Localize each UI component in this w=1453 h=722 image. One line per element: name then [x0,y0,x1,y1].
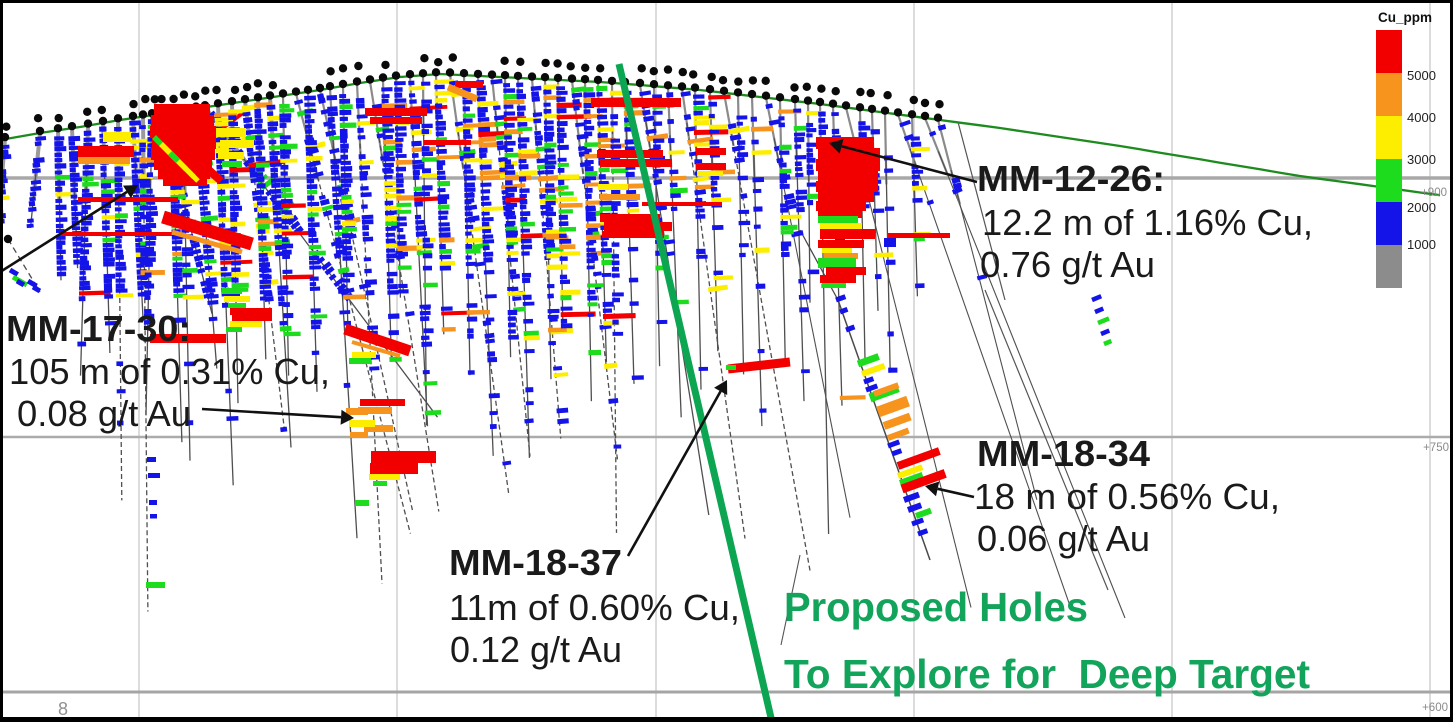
svg-text:Proposed Holes: Proposed Holes [784,584,1088,630]
svg-text:1000: 1000 [1407,237,1436,252]
svg-text:3000: 3000 [1407,152,1436,167]
svg-text:To Explore for Deep Target: To Explore for Deep Target [784,651,1310,697]
svg-text:12.2 m of 1.16% Cu,: 12.2 m of 1.16% Cu, [982,202,1313,243]
svg-text:0.76 g/t Au: 0.76 g/t Au [980,244,1155,285]
svg-text:MM-18-37: MM-18-37 [449,542,622,583]
svg-text:0.08 g/t Au: 0.08 g/t Au [17,393,191,434]
svg-text:MM-18-34: MM-18-34 [977,433,1150,474]
svg-text:4000: 4000 [1407,110,1436,125]
svg-text:+600: +600 [1422,702,1448,714]
svg-text:8: 8 [58,699,68,719]
svg-text:+900: +900 [1421,187,1447,199]
svg-text:0.12 g/t Au: 0.12 g/t Au [450,629,622,670]
svg-text:2000: 2000 [1407,200,1436,215]
svg-text:MM-17-30:: MM-17-30: [6,308,191,349]
svg-text:11m of 0.60% Cu,: 11m of 0.60% Cu, [449,587,740,628]
svg-text:Cu_ppm: Cu_ppm [1378,10,1432,25]
svg-text:18 m of 0.56% Cu,: 18 m of 0.56% Cu, [974,476,1280,517]
svg-text:0.06 g/t Au: 0.06 g/t Au [977,518,1150,559]
svg-text:+750: +750 [1423,442,1449,454]
svg-text:MM-12-26:: MM-12-26: [977,158,1165,199]
svg-text:105 m of 0.31% Cu,: 105 m of 0.31% Cu, [9,351,330,392]
svg-text:5000: 5000 [1407,68,1436,83]
